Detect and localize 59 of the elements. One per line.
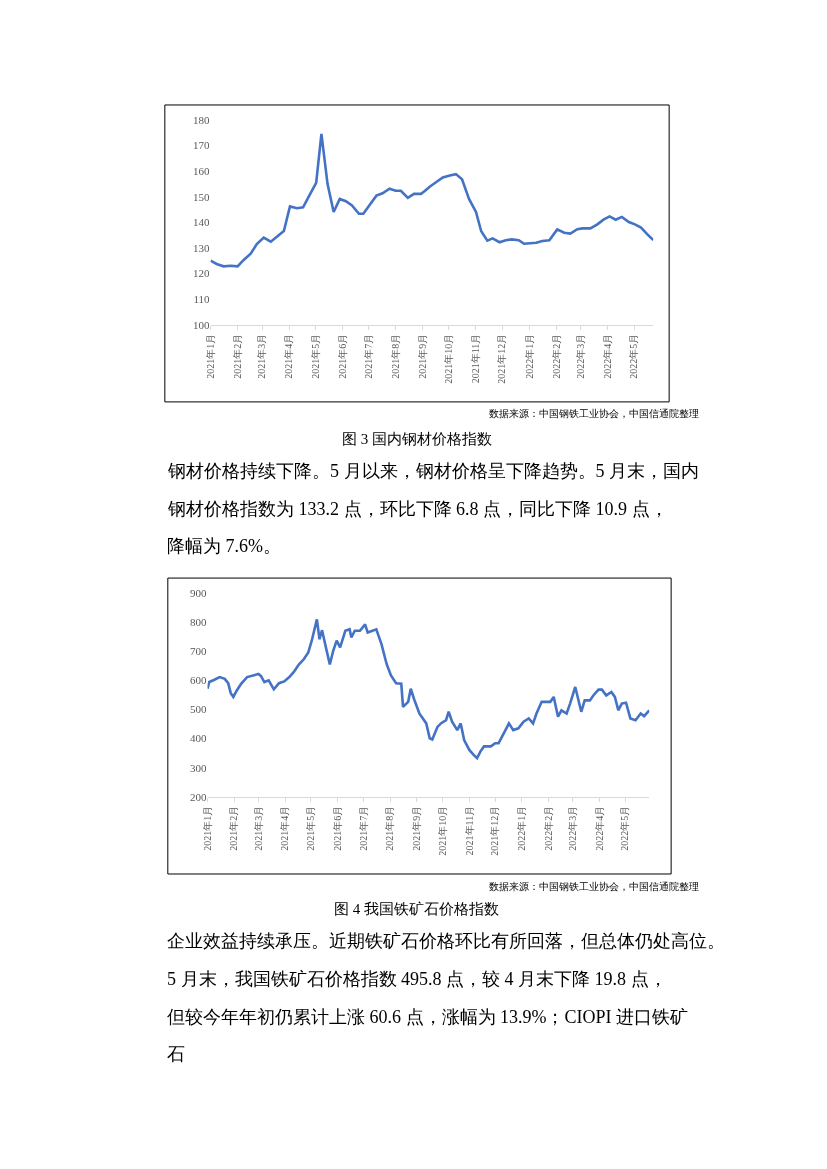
text: 企业效益持续承压。近期铁矿石价格环比有所回落，但总体仍处高位。5 月末，我国铁矿石价格指数 495.8 点，较 4 月末下降 19.8 点，但较今年年初仍累计上涨 60.6 点，涨幅为 13.9%；CIOPI 进口铁矿石	[167, 931, 725, 1064]
y-tick-label: 150	[193, 190, 211, 203]
y-tick-label: 900	[190, 586, 208, 599]
x-tick-label: 2021年11月	[463, 805, 475, 856]
x-tick-label: 2021年3月	[256, 333, 268, 379]
y-tick-label: 160	[193, 164, 211, 177]
x-tick-label: 2022年5月	[619, 805, 631, 851]
x-tick-label: 2021年10月	[443, 333, 455, 384]
x-tick-label: 2021年9月	[411, 805, 423, 851]
x-tick-label: 2021年5月	[305, 805, 317, 851]
text: 钢材价格持续下降。5 月以来，钢材价格呈下降趋势。5 月末，国内钢材价格指数为 133.2 点，环比下降 6.8 点，同比下降 10.9 点，降幅为 7.6%。	[167, 461, 699, 556]
x-tick-label: 2021年8月	[384, 805, 396, 851]
x-tick-label: 2022年2月	[550, 333, 562, 379]
x-tick-label: 2022年3月	[566, 805, 578, 851]
y-tick-label: 300	[190, 761, 208, 774]
x-tick-label: 2022年2月	[542, 805, 554, 851]
text: 图 3 国内钢材价格指数	[342, 431, 492, 447]
x-tick-label: 2021年5月	[309, 333, 321, 379]
x-tick-label: 2021年10月	[436, 805, 448, 856]
y-tick-label: 120	[193, 267, 211, 280]
line-series	[210, 132, 654, 268]
x-tick-label: 2021年11月	[470, 333, 482, 384]
x-tick-label: 2021年9月	[416, 333, 428, 379]
x-tick-label: 2021年3月	[252, 805, 264, 851]
x-tick-label: 2022年3月	[575, 333, 587, 379]
line-series	[207, 618, 650, 760]
x-tick-label: 2021年6月	[331, 805, 343, 851]
x-tick-label: 2022年5月	[628, 333, 640, 379]
y-tick-label: 200	[190, 790, 208, 803]
x-tick-label: 2021年6月	[336, 333, 348, 379]
x-tick-label: 2021年12月	[496, 333, 508, 384]
x-tick-label: 2021年2月	[228, 805, 240, 851]
x-tick-label: 2021年2月	[231, 333, 243, 379]
x-tick-label: 2021年4月	[283, 333, 295, 379]
x-tick-label: 2021年7月	[362, 333, 374, 379]
y-tick-label: 170	[193, 139, 211, 152]
y-tick-label: 600	[190, 674, 208, 687]
x-tick-label: 2021年8月	[389, 333, 401, 379]
y-tick-label: 500	[190, 703, 208, 716]
y-tick-label: 110	[193, 292, 210, 305]
y-tick-label: 400	[190, 732, 208, 745]
x-tick-label: 2021年12月	[489, 805, 501, 856]
x-tick-label: 2022年4月	[593, 805, 605, 851]
y-tick-label: 130	[193, 241, 211, 254]
x-tick-label: 2021年4月	[279, 805, 291, 851]
x-tick-label: 2021年7月	[357, 805, 369, 851]
y-tick-label: 140	[193, 216, 211, 229]
y-tick-label: 800	[190, 615, 208, 628]
y-tick-label: 100	[193, 318, 211, 331]
source-note: 数据来源：中国钢铁工业协会，中国信通院整理	[489, 881, 699, 892]
text: 图 4 我国铁矿石价格指数	[334, 901, 499, 917]
source-note: 数据来源：中国钢铁工业协会，中国信通院整理	[489, 408, 699, 419]
x-tick-label: 2022年1月	[516, 805, 528, 851]
x-tick-label: 2022年4月	[602, 333, 614, 379]
x-tick-label: 2022年1月	[523, 333, 535, 379]
y-tick-label: 180	[193, 113, 211, 126]
y-tick-label: 700	[190, 645, 208, 658]
x-tick-label: 2021年1月	[204, 333, 216, 379]
x-tick-label: 2021年1月	[201, 805, 213, 851]
